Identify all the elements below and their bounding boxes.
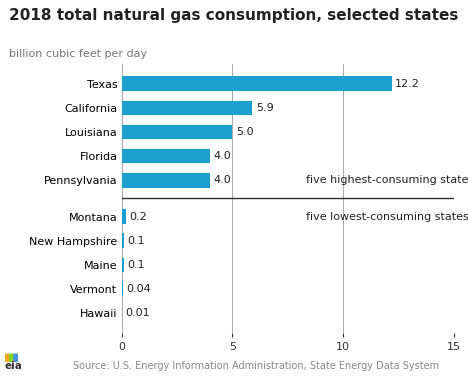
Bar — [122, 125, 233, 139]
Text: 0.1: 0.1 — [127, 236, 145, 246]
Text: five highest-consuming states: five highest-consuming states — [306, 175, 468, 185]
Bar — [122, 101, 252, 115]
Text: 4.0: 4.0 — [213, 175, 231, 185]
Bar — [122, 209, 126, 224]
Text: billion cubic feet per day: billion cubic feet per day — [9, 49, 147, 59]
Bar — [122, 258, 124, 272]
Bar — [122, 282, 123, 296]
Text: 12.2: 12.2 — [395, 79, 420, 89]
Text: 5.9: 5.9 — [256, 103, 273, 113]
Text: 4.0: 4.0 — [213, 151, 231, 161]
FancyBboxPatch shape — [13, 353, 18, 362]
Text: eia: eia — [5, 361, 22, 371]
Text: Source: U.S. Energy Information Administration, State Energy Data System: Source: U.S. Energy Information Administ… — [73, 361, 439, 371]
Text: 0.01: 0.01 — [125, 308, 150, 318]
Text: 0.2: 0.2 — [130, 212, 147, 222]
Bar — [122, 173, 210, 187]
Bar — [122, 234, 124, 248]
Text: 0.1: 0.1 — [127, 260, 145, 270]
Bar — [122, 76, 392, 91]
Text: 5.0: 5.0 — [236, 127, 253, 137]
FancyBboxPatch shape — [9, 353, 14, 362]
Text: five lowest-consuming states: five lowest-consuming states — [306, 212, 468, 222]
Text: 0.04: 0.04 — [126, 284, 151, 294]
FancyBboxPatch shape — [5, 353, 9, 362]
Text: 2018 total natural gas consumption, selected states: 2018 total natural gas consumption, sele… — [9, 8, 459, 23]
Bar — [122, 149, 210, 163]
